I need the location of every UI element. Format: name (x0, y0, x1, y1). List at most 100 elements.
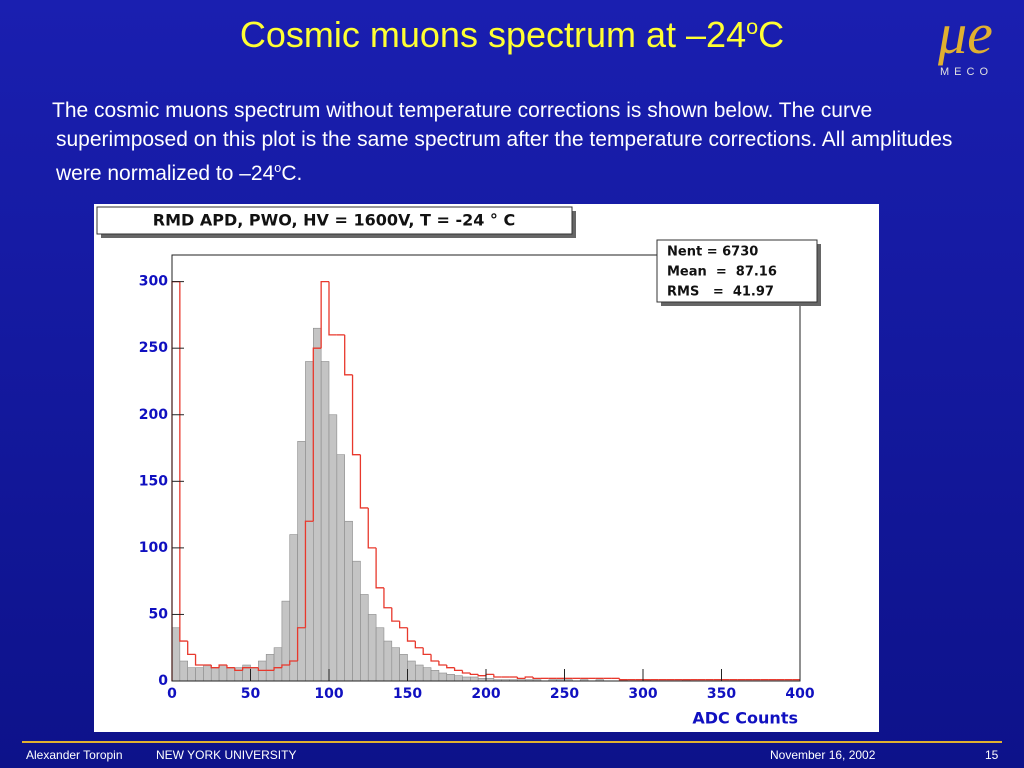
stats-line: RMS = 41.97 (667, 285, 774, 300)
hist-step (359, 454, 369, 509)
stats-box (656, 239, 818, 303)
title-end: C (758, 14, 785, 55)
hist-bar (336, 454, 346, 682)
x-axis-label: ADC Counts (692, 709, 798, 728)
hist-bar (415, 664, 424, 682)
title-sup: o (746, 14, 759, 39)
hist-step (375, 547, 384, 589)
hist-bar (273, 647, 283, 682)
hist-step (289, 660, 298, 666)
hist-bar (375, 627, 385, 682)
x-tick-label: 50 (241, 686, 261, 702)
hist-step (524, 676, 534, 679)
hist-step (532, 677, 541, 679)
hist-step (367, 507, 377, 549)
hist-bar (344, 520, 353, 682)
hist-bar (179, 660, 188, 682)
hist-bar (320, 361, 330, 682)
hist-bar (265, 654, 275, 682)
hist-step (351, 374, 361, 456)
hist-bar (234, 667, 243, 682)
hist-step (257, 667, 267, 671)
hist-bar (391, 647, 400, 682)
hist-bar (171, 627, 181, 682)
x-tick-label: 200 (471, 686, 500, 702)
x-tick-label: 150 (393, 686, 422, 702)
hist-bar (258, 660, 267, 682)
hist-step (493, 674, 502, 678)
chart-title: RMD APD, PWO, HV = 1600V, T = -24 ° C (153, 211, 515, 230)
hist-bar (407, 660, 416, 682)
hist-bar (313, 327, 322, 682)
hist-step (312, 347, 322, 522)
hist-step (344, 334, 353, 376)
y-tick-label: 0 (158, 673, 168, 689)
y-tick-label: 300 (139, 274, 168, 290)
hist-step (218, 664, 227, 668)
hist-step (422, 647, 432, 656)
hist-step (469, 673, 479, 675)
hist-bar (469, 676, 479, 682)
footer-page: 15 (985, 748, 999, 762)
x-tick-label: 250 (550, 686, 579, 702)
hist-step (383, 587, 392, 609)
footer-institution: NEW YORK UNIVERSITY (156, 748, 297, 762)
hist-bar (462, 676, 471, 682)
footer-author: Alexander Toropin (26, 748, 123, 762)
hist-step (453, 667, 463, 671)
hist-step (179, 281, 188, 642)
stats-line: Mean = 87.16 (667, 265, 777, 280)
hist-step (304, 520, 314, 628)
hist-step (516, 677, 526, 679)
hist-step (187, 641, 196, 656)
hist-step (477, 674, 486, 677)
hist-bar (438, 672, 448, 682)
hist-step (414, 641, 424, 649)
x-tick-label: 100 (314, 686, 343, 702)
hist-bar (297, 441, 306, 682)
hist-step (438, 661, 447, 666)
y-tick-label: 250 (139, 340, 168, 356)
y-tick-label: 150 (139, 473, 168, 489)
y-tick-label: 50 (149, 606, 169, 622)
hist-bar (250, 667, 259, 682)
body-text: The cosmic muons spectrum without temper… (52, 96, 996, 188)
hist-step (194, 654, 204, 666)
slide-title: Cosmic muons spectrum at –24oC (0, 14, 1024, 56)
stats-line: Nent = 6730 (667, 245, 758, 260)
y-tick-label: 100 (139, 540, 168, 556)
hist-step (281, 664, 290, 668)
footer-date: November 16, 2002 (770, 748, 876, 762)
hist-bar (352, 560, 361, 682)
hist-bar (226, 667, 236, 682)
hist-step (210, 665, 220, 669)
hist-bar (383, 640, 393, 682)
title-box (96, 206, 573, 235)
hist-step (328, 281, 337, 336)
hist-bar (203, 664, 212, 682)
hist-bar (454, 675, 463, 682)
hist-bar (446, 674, 455, 682)
logo-symbol: μe (938, 1, 993, 66)
body-main: The cosmic muons spectrum without temper… (52, 99, 953, 185)
hist-bar (187, 667, 196, 682)
hist-bar (367, 614, 377, 682)
body-sup: o (274, 161, 282, 175)
hist-step (430, 654, 439, 662)
hist-step (618, 678, 628, 681)
hist-bar (430, 670, 440, 682)
hist-step (391, 607, 400, 622)
footer-rule (22, 741, 1002, 743)
title-text: Cosmic muons spectrum at –24 (239, 14, 747, 55)
hist-step (406, 627, 416, 642)
hist-bar (399, 654, 408, 682)
body-end: C. (281, 162, 303, 185)
logo-name: MECO (940, 66, 993, 78)
hist-step (320, 280, 329, 349)
hist-step (296, 627, 306, 662)
hist-bar (195, 667, 204, 682)
hist-step (446, 665, 455, 669)
hist-bar (360, 594, 369, 682)
x-tick-label: 400 (785, 686, 814, 702)
